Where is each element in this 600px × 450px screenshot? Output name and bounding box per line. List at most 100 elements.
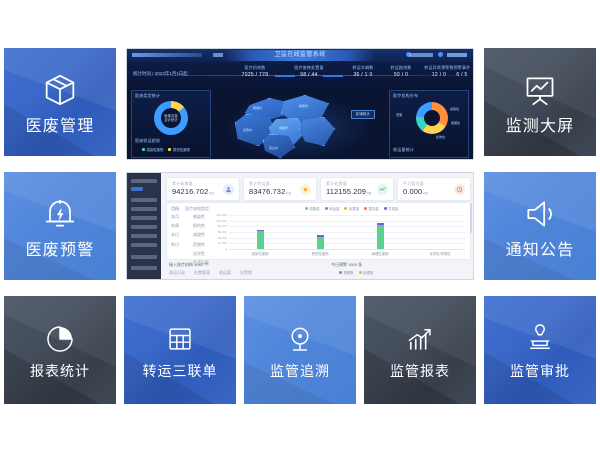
kpi-value-wrap: 112155.209kg xyxy=(326,187,372,196)
tile-label: 监管审批 xyxy=(510,363,570,379)
tile-medical-waste-alert[interactable]: 医废预警 xyxy=(4,172,116,280)
header-logout-link[interactable] xyxy=(447,53,467,57)
tile-monitoring-big-screen[interactable]: 监测大屏 xyxy=(484,48,596,156)
bar-group[interactable] xyxy=(377,223,384,249)
sidebar-item-alert[interactable] xyxy=(131,266,157,270)
y-tick: 40.000 xyxy=(217,235,227,240)
tile-label: 监管报表 xyxy=(390,363,450,379)
y-tick: 80.000 xyxy=(217,224,227,229)
chart-legend[interactable]: 收集量 转运量 处置量 暂存量 xyxy=(305,206,398,211)
donut-slice-label: 损伤性 xyxy=(436,135,446,139)
sidebar-item-collection[interactable] xyxy=(131,207,157,211)
screenshot-light-admin-console[interactable]: 累计收集量 94216.702kg 累计转运量 83476.732kg xyxy=(126,172,474,280)
donut-slice-label: 感染性 xyxy=(450,107,460,111)
donut-slice-label: 病理性 xyxy=(451,121,461,125)
clock-icon xyxy=(454,184,465,195)
type-item[interactable]: 病理性 xyxy=(193,232,205,238)
presentation-chart-icon xyxy=(526,76,554,105)
chart-type-list[interactable]: 感染性 损伤性 病理性 药物性 化学性 生活垃圾 xyxy=(193,214,209,266)
chart-period-list[interactable]: 本月 本周 本日 昨日 xyxy=(171,214,179,248)
trend-icon xyxy=(377,184,388,195)
kpi-title: 转运路线数 xyxy=(390,65,412,70)
type-item[interactable]: 损伤性 xyxy=(193,223,205,229)
panel-institution-map[interactable]: 阿坝州 绵阳市 成都市 甘孜州 凉山州 区域统计 xyxy=(213,90,383,158)
kpi-title: 医疗废物处置量 xyxy=(294,65,324,70)
gridline: 80.000 xyxy=(218,224,465,228)
sidebar-item-settings[interactable] xyxy=(131,243,157,247)
tile-supervision-traceability[interactable]: 监管追溯 xyxy=(244,296,356,404)
type-item[interactable]: 感染性 xyxy=(193,214,205,219)
bar-group[interactable] xyxy=(257,229,264,249)
period-item[interactable]: 本日 xyxy=(171,232,179,238)
donut-chart-waste-type: 医废总量 合计统计 xyxy=(154,101,188,135)
period-item[interactable]: 本月 xyxy=(171,214,179,219)
sidebar-item-medical-waste-management[interactable] xyxy=(131,179,157,183)
tile-report-statistics[interactable]: 报表统计 xyxy=(4,296,116,404)
screenshot-dark-monitoring-dashboard[interactable]: 卫监在线监管系统 统计时间 / 2023年1月1日起 医疗机构数 7025 / … xyxy=(126,48,474,160)
kpi-item: 医疗废物处置量 98 / 44 xyxy=(287,65,331,79)
kpi-value: 12 / 0 xyxy=(431,72,447,78)
gridline: 20.000 xyxy=(218,241,465,245)
type-item[interactable]: 生活垃圾 xyxy=(193,259,209,265)
legend-label: 收集量 xyxy=(309,207,320,211)
tile-label: 监管追溯 xyxy=(270,363,330,379)
type-item[interactable]: 化学性 xyxy=(193,250,205,256)
tab-waste-type[interactable]: 医疗废物类型 xyxy=(185,206,209,211)
legend-label: 处置量 xyxy=(348,207,360,211)
sidebar-item-home[interactable] xyxy=(131,187,143,191)
tile-transfer-triplicate-form[interactable]: 转运三联单 xyxy=(124,296,236,404)
sidebar-item-disposal[interactable] xyxy=(131,225,157,229)
kpi-value: 83476.732 xyxy=(249,187,286,196)
bar-segment-storage xyxy=(377,223,384,226)
sidebar-item-institution[interactable] xyxy=(131,198,157,202)
legend-swatch xyxy=(324,207,328,210)
period-item[interactable]: 昨日 xyxy=(171,241,179,247)
bar-group[interactable] xyxy=(317,234,324,249)
tile-notice-announcement[interactable]: 通知公告 xyxy=(484,172,596,280)
console-kpi-card[interactable]: 累计处置量 112155.209kg xyxy=(320,177,394,201)
footer-left-text: 接入医疗机构 1082 个 xyxy=(169,262,209,267)
kpi-value: 94216.702 xyxy=(172,187,209,196)
sidebar-item-statistics[interactable] xyxy=(131,234,157,238)
chart-tabs[interactable]: 月份 医疗废物类型 xyxy=(171,206,209,212)
pie-chart-icon xyxy=(47,326,73,352)
footer-tab[interactable]: 告警数 xyxy=(240,270,252,275)
header-gear-icon[interactable] xyxy=(438,52,443,57)
console-kpi-card[interactable]: 累计收集量 94216.702kg xyxy=(166,177,240,201)
trend-glyph xyxy=(379,187,386,192)
donut-chart-collection xyxy=(416,102,448,134)
header-user-name xyxy=(409,53,433,57)
kpi-title: 累计转运量 xyxy=(249,181,270,186)
kpi-title: 转运车辆数 xyxy=(352,65,374,70)
console-sidebar xyxy=(127,173,161,279)
footer-tab[interactable]: 收运记录 xyxy=(169,270,185,275)
footer-tab[interactable]: 收运量 xyxy=(219,270,231,275)
speaker-icon xyxy=(527,200,552,227)
footer-tabs[interactable]: 收运记录 处置管理 收运量 告警数 xyxy=(169,270,252,276)
kpi-value-wrap: 83476.732kg xyxy=(249,187,291,196)
panel-subtitle: 医废收运趋势 xyxy=(135,138,161,143)
kpi-value: 36 / 1 0 xyxy=(353,72,373,78)
footer-tab[interactable]: 处置管理 xyxy=(194,270,210,275)
sidebar-item-transfer[interactable] xyxy=(131,216,157,220)
tile-supervision-report[interactable]: 监管报表 xyxy=(364,296,476,404)
tile-medical-waste-management[interactable]: 医废管理 xyxy=(4,48,116,156)
console-kpi-card[interactable]: 累计转运量 83476.732kg xyxy=(243,177,317,201)
map-region-stats-button[interactable]: 区域统计 xyxy=(350,110,375,119)
x-tick: 感染性废物 xyxy=(251,252,269,256)
console-kpi-card[interactable]: 今日暂存量 0.000kg xyxy=(397,177,471,201)
type-item[interactable]: 药物性 xyxy=(193,241,205,247)
tab-month[interactable]: 月份 xyxy=(171,206,179,211)
sidebar-item-triplicate[interactable] xyxy=(131,255,157,259)
kpi-title: 医疗机构数 xyxy=(244,65,266,70)
kpi-unit: kg xyxy=(209,190,214,195)
bar-chart-plot: 120.000 100.000 80.000 60.000 40.000 20.… xyxy=(216,213,465,256)
dashboard-body: 医废类型统计 医废总量 合计统计 医废收运趋势 感染性废物 损伤性废物 xyxy=(127,88,473,159)
gridline: 60.000 xyxy=(218,230,465,234)
tile-supervision-approval[interactable]: 监管审批 xyxy=(484,296,596,404)
header-home-link[interactable] xyxy=(213,53,223,57)
tile-label: 医废预警 xyxy=(25,241,95,259)
console-scrollbar[interactable] xyxy=(470,203,472,233)
period-item[interactable]: 本周 xyxy=(171,223,179,229)
